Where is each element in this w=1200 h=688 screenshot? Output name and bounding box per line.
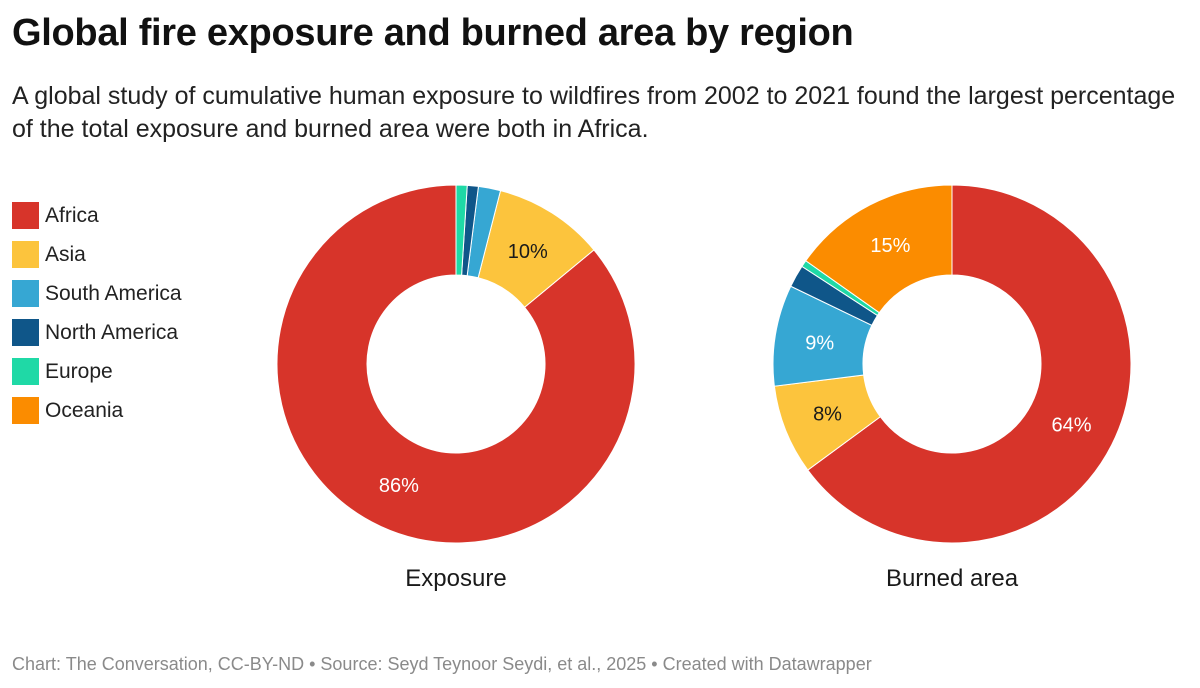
legend-swatch-north-america xyxy=(12,319,39,346)
legend-item-africa: Africa xyxy=(12,196,182,235)
legend-item-north-america: North America xyxy=(12,313,182,352)
chart-subtitle: A global study of cumulative human expos… xyxy=(12,82,1176,143)
burned-area-label-oceania: 15% xyxy=(870,235,910,257)
burned-area-label-asia: 8% xyxy=(813,404,842,426)
legend-swatch-africa xyxy=(12,202,39,229)
legend-label-europe: Europe xyxy=(45,359,113,383)
legend-label-north-america: North America xyxy=(45,320,179,344)
exposure-chart-title: Exposure xyxy=(405,565,506,592)
legend-swatch-asia xyxy=(12,241,39,268)
legend-swatch-europe xyxy=(12,358,39,385)
chart-title: Global fire exposure and burned area by … xyxy=(12,12,854,54)
exposure-slice-europe xyxy=(455,184,468,276)
exposure-label-africa: 86% xyxy=(379,475,419,497)
legend-swatch-oceania xyxy=(12,397,39,424)
legend-item-europe: Europe xyxy=(12,352,182,391)
chart-footer: Chart: The Conversation, CC-BY-ND • Sour… xyxy=(12,654,872,674)
legend-item-asia: Asia xyxy=(12,235,182,274)
legend-swatch-south-america xyxy=(12,280,39,307)
legend-label-asia: Asia xyxy=(45,242,86,266)
burned-area-label-south-america: 9% xyxy=(805,332,834,354)
legend-label-south-america: South America xyxy=(45,281,182,305)
legend: Africa Asia South America North America … xyxy=(12,196,182,430)
burned-area-chart-title: Burned area xyxy=(886,565,1019,592)
burned-area-label-africa: 64% xyxy=(1052,414,1092,436)
legend-label-africa: Africa xyxy=(45,203,99,227)
exposure-label-asia: 10% xyxy=(508,241,548,263)
legend-item-oceania: Oceania xyxy=(12,391,182,430)
exposure-slice-south-america xyxy=(466,185,502,279)
exposure-slice-africa xyxy=(276,184,636,544)
burned-area-slice-africa xyxy=(807,184,1132,544)
legend-item-south-america: South America xyxy=(12,274,182,313)
burned-area-slice-oceania xyxy=(805,184,953,314)
legend-label-oceania: Oceania xyxy=(45,398,124,422)
exposure-slice-asia xyxy=(477,190,595,308)
